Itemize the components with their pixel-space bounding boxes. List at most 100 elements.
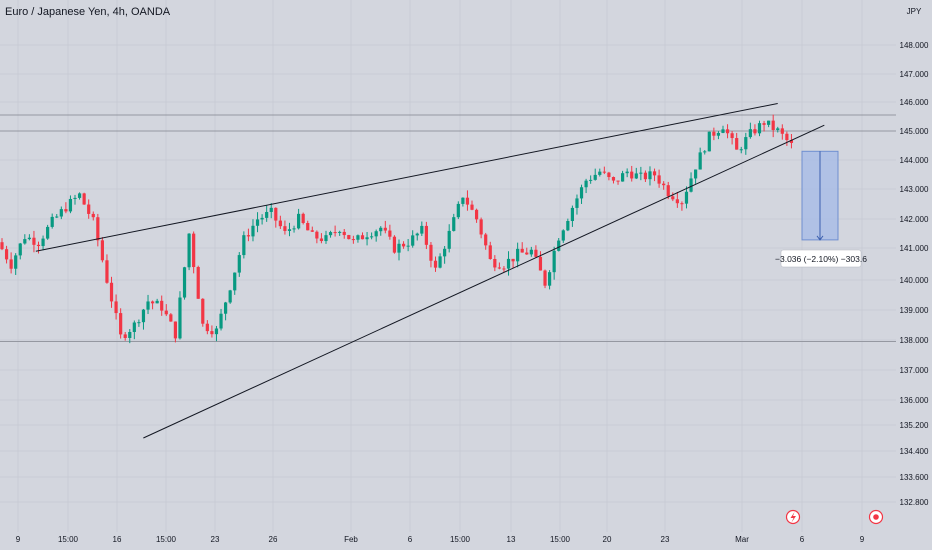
time-tick-label: 16: [113, 535, 122, 544]
candle-body: [771, 120, 775, 130]
candle-body: [338, 231, 342, 233]
candle-body: [55, 216, 59, 218]
candle-body: [543, 270, 547, 286]
candle-body: [351, 239, 355, 241]
trendlines-layer: [35, 102, 825, 439]
candle-body: [602, 171, 606, 173]
candle-body: [119, 313, 123, 335]
candle-body: [182, 267, 187, 298]
candle-body: [132, 322, 136, 332]
candle-body: [36, 244, 41, 247]
candle-body: [438, 256, 442, 268]
candle-body: [160, 300, 164, 311]
horizontal-levels: [0, 114, 896, 342]
candle-body: [415, 233, 419, 236]
price-axis[interactable]: JPY 148.000 147.000 146.000 145.000 144.000 14…: [896, 0, 932, 550]
candle-body: [593, 174, 597, 180]
price-tick-label: 135.200: [900, 421, 929, 430]
candle-body: [365, 237, 369, 240]
time-tick-label: 9: [860, 535, 865, 544]
candle-body: [328, 232, 333, 236]
time-axis[interactable]: 9 15:00 16 15:00 23 26 Feb 6 15:00 13 15:00 20 23 Mar…: [16, 535, 865, 544]
time-tick-label: 6: [408, 535, 413, 544]
candle-body: [128, 331, 132, 338]
candle-body: [192, 233, 196, 268]
record-icon-dot: [873, 514, 879, 520]
candle-body: [730, 133, 734, 139]
candle-body: [310, 230, 314, 232]
candle-body: [315, 231, 319, 239]
candle-body: [465, 197, 470, 205]
time-tick-label: 15:00: [550, 535, 571, 544]
candle-body: [306, 223, 310, 231]
candle-body: [388, 230, 392, 237]
candle-body: [584, 180, 588, 188]
price-axis-bg: [896, 0, 932, 550]
candle-body: [757, 123, 762, 134]
symbol-title: Euro / Japanese Yen, 4h, OANDA: [5, 6, 171, 18]
time-tick-label: Mar: [735, 535, 749, 544]
candle-body: [529, 249, 533, 255]
candle-body: [201, 298, 205, 324]
candle-body: [50, 216, 54, 227]
candle-body: [109, 282, 114, 302]
candle-body: [269, 207, 273, 212]
candle-body: [155, 300, 159, 304]
candle-body: [347, 235, 351, 240]
lightning-icon[interactable]: [785, 509, 801, 525]
candle-body: [196, 267, 200, 299]
candle-body: [260, 217, 264, 220]
candle-body: [301, 213, 305, 224]
candle-body: [32, 237, 36, 245]
candle-body: [652, 171, 657, 176]
candle-body: [716, 132, 721, 136]
price-tick-label: 140.000: [900, 276, 929, 285]
time-tick-label: 15:00: [156, 535, 177, 544]
candle-body: [735, 138, 739, 150]
candle-body: [538, 256, 543, 271]
candle-body: [461, 197, 465, 204]
chart-icons[interactable]: [785, 509, 884, 525]
candle-body: [255, 219, 260, 226]
candle-body: [493, 258, 497, 268]
price-tick-label: 144.000: [900, 156, 929, 165]
candle-body: [506, 258, 511, 269]
candle-body: [484, 234, 488, 246]
candle-body: [616, 180, 620, 182]
price-tick-label: 138.000: [900, 336, 929, 345]
candle-body: [14, 255, 18, 269]
time-tick-label: 23: [661, 535, 670, 544]
candle-body: [187, 233, 191, 268]
candle-body: [662, 183, 666, 186]
candle-body: [370, 236, 374, 238]
candle-body: [205, 323, 209, 332]
candle-body: [552, 250, 556, 273]
candle-body: [703, 151, 707, 153]
candle-body: [4, 249, 9, 260]
time-tick-label: 23: [211, 535, 220, 544]
candle-body: [780, 128, 784, 134]
candle-body: [575, 198, 579, 208]
candle-body: [333, 232, 337, 234]
candle-body: [64, 209, 68, 212]
candle-body: [91, 213, 95, 218]
currency-label: JPY: [907, 7, 922, 16]
candle-body: [150, 301, 155, 304]
candle-body: [46, 226, 50, 239]
candle-body: [707, 131, 711, 152]
candle-body: [27, 237, 31, 240]
record-icon[interactable]: [868, 509, 884, 525]
candle-body: [698, 152, 702, 170]
candle-body: [87, 204, 91, 214]
price-tick-label: 142.000: [900, 215, 929, 224]
price-range-measure[interactable]: −3.036 (−2.10%) −303.6: [775, 150, 867, 268]
candle-body: [789, 140, 794, 143]
candle-body: [579, 187, 584, 199]
candle-body: [228, 290, 232, 303]
candle-body: [712, 131, 716, 136]
time-tick-label: 20: [603, 535, 612, 544]
candle-body: [443, 248, 447, 257]
candle-body: [105, 260, 109, 283]
